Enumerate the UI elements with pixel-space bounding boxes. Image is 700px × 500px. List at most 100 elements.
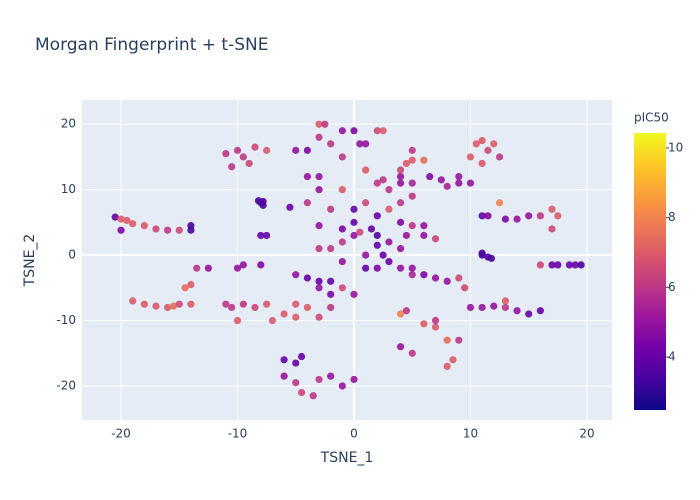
point (350, 127, 358, 135)
point (338, 127, 346, 135)
point (466, 153, 475, 161)
point (554, 212, 562, 220)
y-tick-label: 10 (61, 182, 76, 196)
point (455, 179, 463, 187)
point (379, 127, 387, 135)
y-tick-label: 0 (68, 248, 76, 262)
point (431, 316, 440, 325)
point (487, 254, 496, 262)
point (303, 303, 311, 312)
point (408, 271, 416, 279)
point (292, 359, 300, 367)
colorbar-title: pIC50 (634, 111, 669, 125)
point (315, 244, 323, 253)
point (187, 280, 195, 289)
point (338, 284, 346, 292)
point (525, 212, 533, 220)
point (233, 146, 242, 154)
point (315, 120, 323, 128)
point (402, 159, 411, 168)
point (297, 352, 306, 361)
point (292, 379, 300, 387)
point (571, 261, 579, 269)
point (385, 258, 393, 266)
point (408, 146, 416, 154)
point (152, 225, 160, 233)
point (367, 225, 376, 233)
point (396, 218, 405, 226)
point (577, 261, 585, 269)
point (478, 249, 486, 257)
point (385, 186, 393, 194)
point (408, 222, 416, 230)
point (472, 140, 480, 148)
point (338, 382, 346, 390)
point (379, 176, 387, 184)
point (222, 150, 230, 158)
point (484, 146, 492, 154)
point (280, 356, 288, 364)
point (303, 199, 311, 207)
point (420, 222, 428, 230)
point (315, 375, 323, 384)
point (431, 235, 440, 243)
point (129, 297, 137, 305)
point (455, 172, 463, 181)
point (327, 290, 335, 298)
point (455, 274, 463, 282)
point (443, 362, 451, 370)
point (396, 179, 405, 187)
point (373, 231, 381, 240)
point (140, 222, 148, 230)
point (350, 218, 358, 226)
point (396, 172, 405, 181)
point (495, 153, 504, 161)
point (408, 156, 416, 164)
point (350, 205, 358, 213)
point (396, 199, 405, 207)
colorbar-tick-label: 6 (668, 280, 676, 294)
point (402, 231, 411, 240)
point (373, 127, 381, 135)
plot-area (82, 100, 612, 420)
point (123, 216, 131, 225)
point (408, 264, 416, 272)
point (408, 179, 416, 187)
point (548, 225, 556, 233)
colorbar (634, 133, 666, 410)
point (426, 172, 434, 181)
point (152, 302, 160, 310)
point (315, 222, 323, 230)
point (315, 313, 323, 321)
point (501, 303, 510, 312)
point (548, 261, 556, 269)
point (187, 226, 195, 234)
point (408, 349, 416, 357)
point (181, 284, 189, 292)
point (548, 205, 556, 213)
point (385, 238, 393, 246)
point (292, 146, 300, 154)
point (327, 205, 335, 213)
point (263, 146, 271, 154)
point (525, 310, 533, 318)
point (292, 313, 300, 321)
point (373, 264, 381, 272)
colorbar-tick-label: 8 (668, 210, 676, 224)
point (396, 310, 405, 318)
point (373, 241, 381, 249)
point (554, 261, 562, 269)
x-axis-title: TSNE_1 (320, 450, 374, 466)
point (478, 212, 486, 220)
point (315, 186, 323, 194)
x-tick-label: -10 (228, 427, 248, 441)
point (187, 300, 195, 308)
point (408, 192, 416, 200)
point (495, 199, 504, 207)
point (490, 140, 498, 148)
point (455, 336, 463, 344)
point (420, 320, 428, 328)
point (362, 140, 370, 148)
